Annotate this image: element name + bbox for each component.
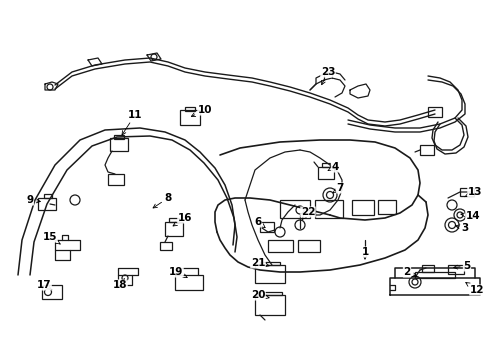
Bar (414, 272, 454, 278)
Bar (317, 167, 333, 179)
Bar (110, 138, 128, 151)
Bar (254, 265, 285, 283)
Text: 19: 19 (168, 267, 187, 278)
Bar (254, 295, 285, 315)
Text: 5: 5 (453, 261, 469, 271)
Text: 1: 1 (361, 247, 368, 259)
Text: 2: 2 (403, 267, 416, 277)
Bar (267, 240, 292, 252)
Bar (421, 265, 433, 272)
Bar (377, 200, 395, 214)
Bar (160, 242, 172, 250)
Bar (280, 200, 309, 218)
Text: 6: 6 (254, 217, 264, 228)
Text: 22: 22 (300, 207, 315, 220)
Bar (351, 200, 373, 215)
Text: 13: 13 (464, 187, 481, 197)
Text: 23: 23 (320, 67, 335, 85)
Text: 9: 9 (26, 195, 40, 205)
Bar (180, 110, 200, 125)
Text: 11: 11 (122, 110, 142, 135)
Text: 20: 20 (250, 290, 268, 300)
Text: 8: 8 (153, 193, 171, 208)
Text: 16: 16 (173, 213, 192, 226)
Bar (175, 275, 203, 290)
Bar (44, 194, 52, 198)
Bar (258, 292, 282, 295)
Text: 21: 21 (250, 258, 268, 268)
Text: 3: 3 (455, 223, 468, 233)
Text: 12: 12 (465, 283, 483, 295)
Bar (297, 240, 319, 252)
Bar (42, 285, 62, 299)
Bar (314, 200, 342, 218)
Bar (427, 107, 441, 117)
Text: 14: 14 (460, 211, 479, 221)
Bar (114, 135, 124, 139)
Bar (260, 222, 273, 232)
Bar (459, 188, 473, 196)
Bar (38, 198, 56, 210)
Bar (447, 265, 463, 274)
Bar (321, 163, 329, 167)
Text: 18: 18 (113, 279, 127, 290)
Bar (184, 107, 195, 111)
Text: 15: 15 (42, 232, 60, 244)
Bar (164, 222, 183, 236)
Text: 7: 7 (332, 183, 343, 193)
Text: 4: 4 (327, 162, 338, 172)
Bar (260, 262, 280, 265)
Bar (108, 174, 124, 185)
Bar (419, 145, 433, 155)
Bar (169, 218, 179, 222)
Text: 10: 10 (191, 105, 212, 117)
Text: 17: 17 (37, 280, 52, 290)
